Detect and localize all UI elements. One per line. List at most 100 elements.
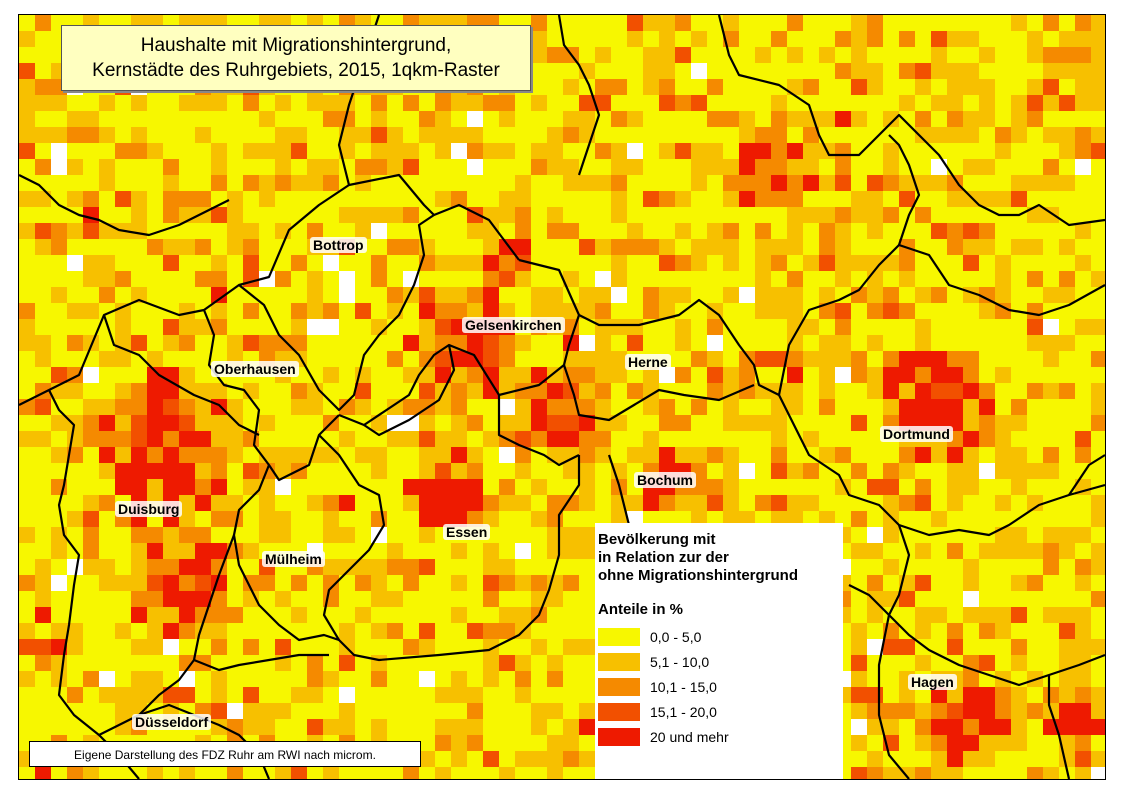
raster-cell [1075, 63, 1091, 79]
raster-cell [115, 143, 131, 159]
raster-cell [99, 687, 115, 703]
raster-cell [883, 655, 899, 671]
raster-cell [1043, 271, 1059, 287]
raster-cell [435, 575, 451, 591]
raster-cell [1043, 223, 1059, 239]
raster-cell [291, 271, 307, 287]
raster-cell [627, 143, 643, 159]
raster-cell [387, 703, 403, 719]
raster-cell [19, 159, 35, 175]
raster-cell [899, 447, 915, 463]
raster-cell [451, 127, 467, 143]
raster-cell [275, 767, 291, 779]
raster-cell [163, 399, 179, 415]
raster-cell [1075, 543, 1091, 559]
raster-cell [899, 319, 915, 335]
raster-cell [579, 463, 595, 479]
raster-cell [531, 351, 547, 367]
raster-cell [899, 639, 915, 655]
raster-cell [67, 95, 83, 111]
raster-cell [1059, 367, 1075, 383]
raster-cell [563, 719, 579, 735]
raster-cell [51, 719, 67, 735]
raster-cell [563, 127, 579, 143]
raster-cell [387, 287, 403, 303]
raster-cell [755, 287, 771, 303]
raster-cell [515, 511, 531, 527]
raster-cell [979, 511, 995, 527]
raster-cell [115, 703, 131, 719]
raster-cell [931, 735, 947, 751]
raster-cell [899, 735, 915, 751]
raster-cell [451, 287, 467, 303]
raster-cell [579, 559, 595, 575]
raster-cell [771, 351, 787, 367]
raster-cell [211, 671, 227, 687]
raster-cell [867, 111, 883, 127]
raster-cell [547, 383, 563, 399]
raster-cell [355, 399, 371, 415]
raster-cell [931, 639, 947, 655]
raster-cell [627, 223, 643, 239]
raster-cell [451, 111, 467, 127]
raster-cell [435, 479, 451, 495]
raster-cell [451, 479, 467, 495]
raster-cell [35, 47, 51, 63]
raster-cell [115, 159, 131, 175]
raster-cell [819, 175, 835, 191]
raster-cell [307, 159, 323, 175]
raster-cell [979, 463, 995, 479]
raster-cell [19, 191, 35, 207]
raster-cell [291, 191, 307, 207]
raster-cell [435, 735, 451, 751]
raster-cell [531, 47, 547, 63]
raster-cell [1075, 271, 1091, 287]
raster-cell [1059, 239, 1075, 255]
source-credit: Eigene Darstellung des FDZ Ruhr am RWI n… [29, 741, 421, 767]
raster-cell [451, 255, 467, 271]
raster-cell [499, 607, 515, 623]
raster-cell [1027, 31, 1043, 47]
raster-cell [1091, 223, 1105, 239]
raster-cell [579, 367, 595, 383]
raster-cell [995, 751, 1011, 767]
raster-cell [739, 399, 755, 415]
raster-cell [515, 367, 531, 383]
raster-cell [323, 559, 339, 575]
raster-cell [899, 703, 915, 719]
raster-cell [995, 159, 1011, 175]
raster-cell [163, 255, 179, 271]
raster-cell [995, 399, 1011, 415]
raster-cell [83, 591, 99, 607]
raster-cell [243, 127, 259, 143]
raster-cell [563, 239, 579, 255]
raster-cell [499, 575, 515, 591]
raster-cell [51, 127, 67, 143]
raster-cell [691, 319, 707, 335]
raster-cell [467, 463, 483, 479]
raster-cell [211, 479, 227, 495]
raster-cell [547, 415, 563, 431]
raster-cell [963, 399, 979, 415]
raster-cell [243, 415, 259, 431]
raster-cell [1043, 767, 1059, 779]
raster-cell [1043, 575, 1059, 591]
raster-cell [35, 303, 51, 319]
raster-cell [227, 255, 243, 271]
raster-cell [1091, 207, 1105, 223]
raster-cell [1011, 399, 1027, 415]
raster-cell [467, 623, 483, 639]
raster-cell [1075, 447, 1091, 463]
raster-cell [483, 671, 499, 687]
raster-cell [259, 655, 275, 671]
raster-cell [1075, 367, 1091, 383]
raster-cell [1075, 527, 1091, 543]
raster-cell [115, 127, 131, 143]
raster-cell [259, 623, 275, 639]
raster-cell [707, 319, 723, 335]
raster-cell [515, 575, 531, 591]
border-line [98, 534, 236, 736]
raster-cell [419, 159, 435, 175]
raster-cell [659, 111, 675, 127]
raster-cell [995, 63, 1011, 79]
